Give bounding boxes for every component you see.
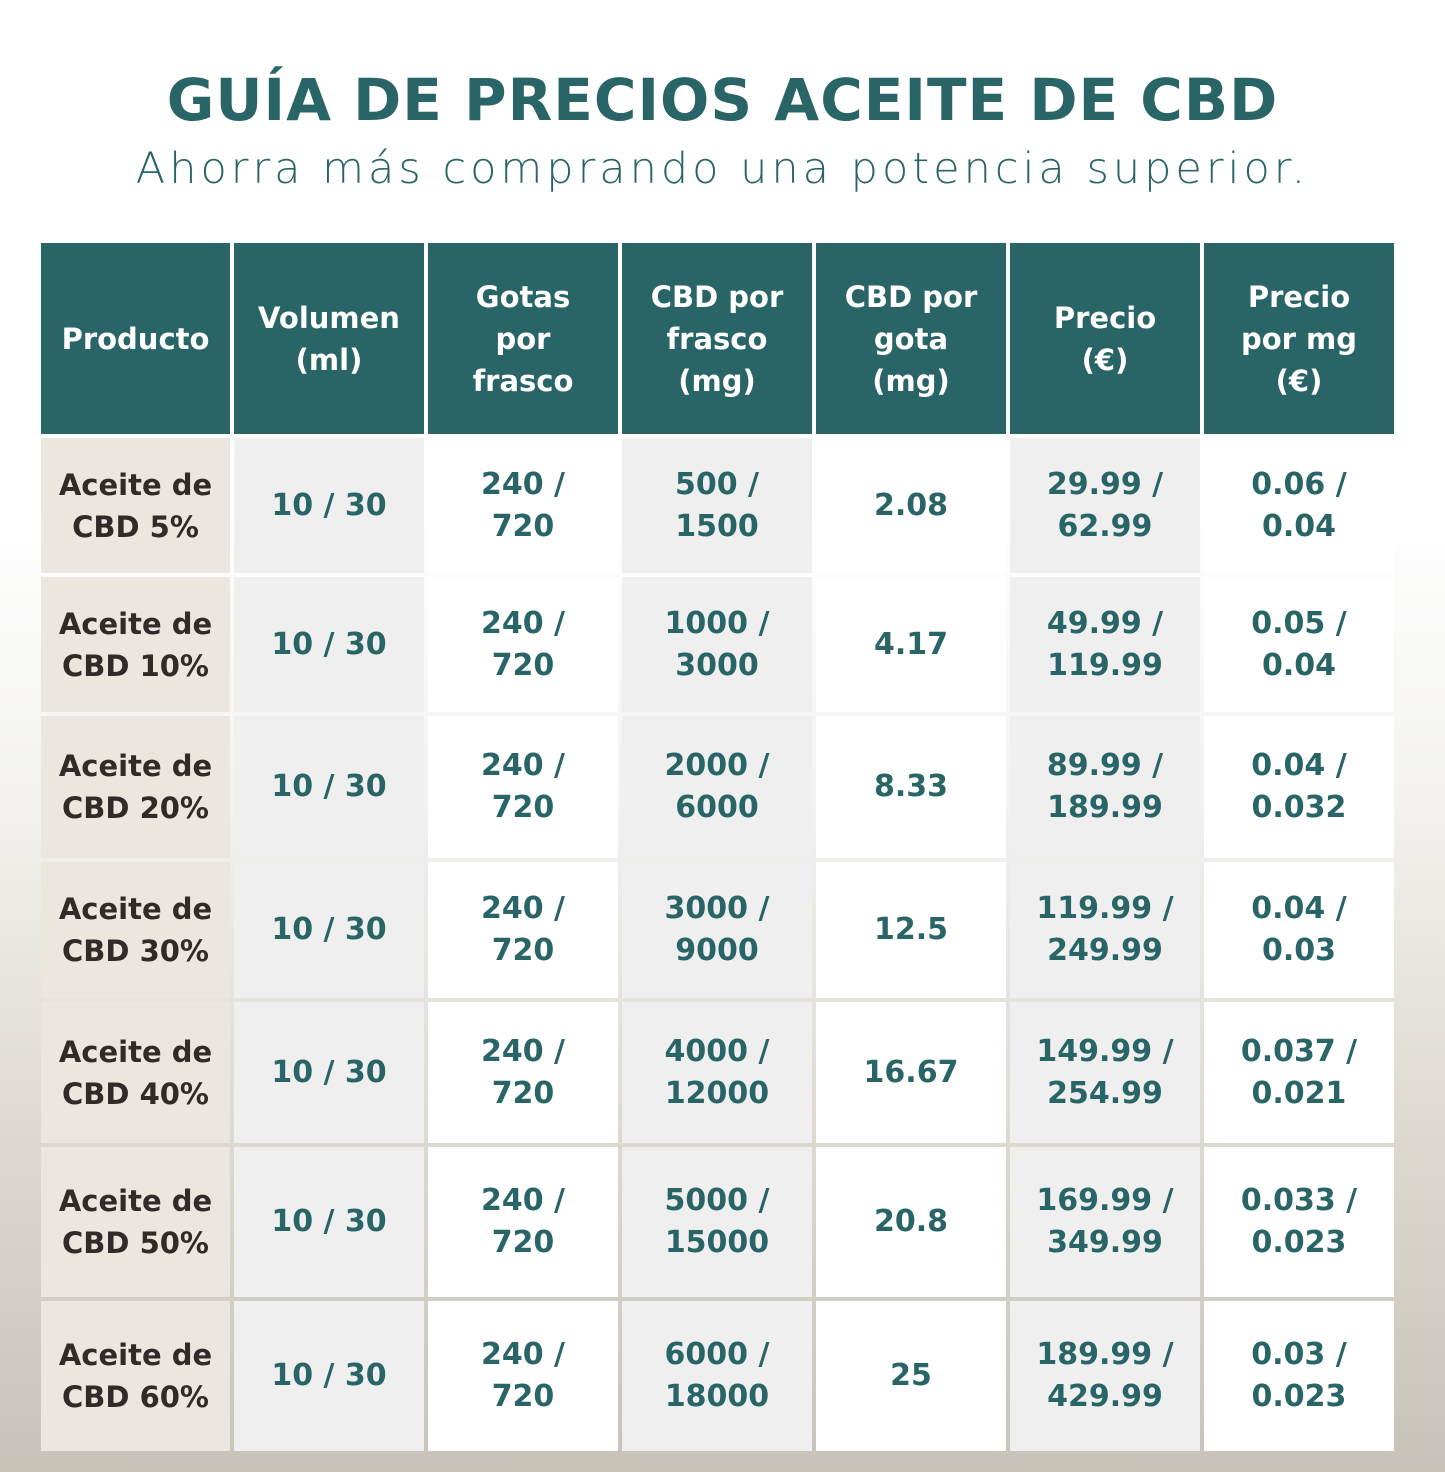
table-cell: 10 / 30: [234, 1002, 424, 1143]
product-name-cell: Aceite de CBD 5%: [41, 438, 230, 573]
column-header: Precio por mg (€): [1204, 243, 1394, 434]
table-cell: 500 / 1500: [622, 438, 812, 573]
page-title: GUÍA DE PRECIOS ACEITE DE CBD: [166, 66, 1279, 134]
table-cell: 240 / 720: [428, 716, 618, 858]
column-header: CBD por gota (mg): [816, 243, 1006, 434]
table-cell: 0.06 / 0.04: [1204, 438, 1394, 573]
page-subtitle: Ahorra más comprando una potencia superi…: [135, 144, 1310, 194]
column-header: CBD por frasco (mg): [622, 243, 812, 434]
table-cell: 10 / 30: [234, 862, 424, 998]
table-cell: 89.99 / 189.99: [1010, 716, 1200, 858]
table-cell: 12.5: [816, 862, 1006, 998]
column-header: Producto: [41, 243, 230, 434]
table-cell: 8.33: [816, 716, 1006, 858]
table-cell: 5000 / 15000: [622, 1147, 812, 1297]
column-header: Precio (€): [1010, 243, 1200, 434]
table-cell: 2000 / 6000: [622, 716, 812, 858]
table-cell: 20.8: [816, 1147, 1006, 1297]
table-cell: 0.05 / 0.04: [1204, 577, 1394, 712]
table-cell: 4000 / 12000: [622, 1002, 812, 1143]
price-table: Producto Volumen (ml) Gotas por frasco CBD …: [41, 243, 1394, 1451]
table-cell: 189.99 / 429.99: [1010, 1301, 1200, 1451]
table-cell: 10 / 30: [234, 438, 424, 573]
table-cell: 240 / 720: [428, 1002, 618, 1143]
table-cell: 6000 / 18000: [622, 1301, 812, 1451]
table-cell: 169.99 / 349.99: [1010, 1147, 1200, 1297]
table-cell: 240 / 720: [428, 1301, 618, 1451]
table-cell: 10 / 30: [234, 577, 424, 712]
table-cell: 149.99 / 254.99: [1010, 1002, 1200, 1143]
table-cell: 10 / 30: [234, 1147, 424, 1297]
product-name-cell: Aceite de CBD 60%: [41, 1301, 230, 1451]
product-name-cell: Aceite de CBD 20%: [41, 716, 230, 858]
table-cell: 25: [816, 1301, 1006, 1451]
table-cell: 0.03 / 0.023: [1204, 1301, 1394, 1451]
table-cell: 240 / 720: [428, 1147, 618, 1297]
table-cell: 10 / 30: [234, 716, 424, 858]
table-cell: 0.04 / 0.032: [1204, 716, 1394, 858]
product-name-cell: Aceite de CBD 50%: [41, 1147, 230, 1297]
product-name-cell: Aceite de CBD 40%: [41, 1002, 230, 1143]
table-cell: 1000 / 3000: [622, 577, 812, 712]
table-cell: 4.17: [816, 577, 1006, 712]
table-cell: 119.99 / 249.99: [1010, 862, 1200, 998]
column-header: Gotas por frasco: [428, 243, 618, 434]
table-cell: 240 / 720: [428, 862, 618, 998]
column-header: Volumen (ml): [234, 243, 424, 434]
table-cell: 0.037 / 0.021: [1204, 1002, 1394, 1143]
table-cell: 2.08: [816, 438, 1006, 573]
table-cell: 10 / 30: [234, 1301, 424, 1451]
table-cell: 3000 / 9000: [622, 862, 812, 998]
table-cell: 240 / 720: [428, 438, 618, 573]
table-cell: 0.033 / 0.023: [1204, 1147, 1394, 1297]
table-cell: 49.99 / 119.99: [1010, 577, 1200, 712]
table-cell: 16.67: [816, 1002, 1006, 1143]
product-name-cell: Aceite de CBD 10%: [41, 577, 230, 712]
table-cell: 29.99 / 62.99: [1010, 438, 1200, 573]
product-name-cell: Aceite de CBD 30%: [41, 862, 230, 998]
table-cell: 240 / 720: [428, 577, 618, 712]
table-cell: 0.04 / 0.03: [1204, 862, 1394, 998]
